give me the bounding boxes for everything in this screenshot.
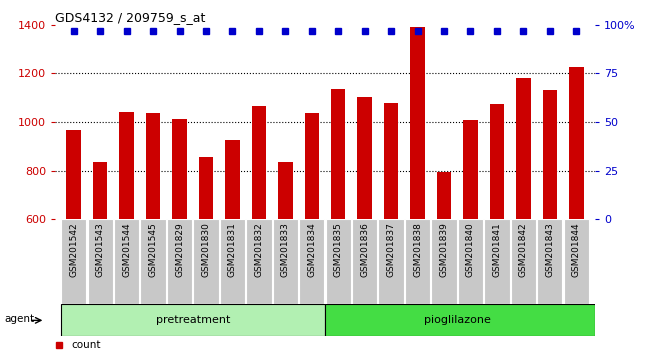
Text: GSM201842: GSM201842 <box>519 222 528 277</box>
Bar <box>516 78 530 219</box>
Bar <box>66 130 81 219</box>
Text: GDS4132 / 209759_s_at: GDS4132 / 209759_s_at <box>55 11 205 24</box>
Bar <box>511 219 536 304</box>
Bar <box>458 219 483 304</box>
Bar <box>167 219 192 304</box>
Bar <box>405 219 430 304</box>
Bar <box>278 162 292 219</box>
Bar <box>543 91 557 219</box>
Text: GSM201844: GSM201844 <box>572 222 580 277</box>
Text: pretreatment: pretreatment <box>155 315 230 325</box>
Text: count: count <box>72 339 101 350</box>
Bar <box>325 304 595 336</box>
Bar <box>114 219 139 304</box>
Bar <box>569 67 584 219</box>
Bar <box>225 139 240 219</box>
Bar <box>331 88 346 219</box>
Text: GSM201834: GSM201834 <box>307 222 317 277</box>
Bar <box>146 113 161 219</box>
Bar <box>304 113 319 219</box>
Bar <box>172 119 187 219</box>
Bar <box>252 105 266 219</box>
Text: GSM201829: GSM201829 <box>175 222 184 277</box>
Bar <box>272 219 298 304</box>
Bar <box>432 219 457 304</box>
Text: agent: agent <box>5 314 34 324</box>
Bar <box>437 172 451 219</box>
Bar <box>61 219 86 304</box>
Text: GSM201841: GSM201841 <box>493 222 501 277</box>
Bar <box>93 162 107 219</box>
Bar <box>378 219 404 304</box>
Text: pioglilazone: pioglilazone <box>424 315 491 325</box>
Bar <box>220 219 245 304</box>
Bar <box>199 158 213 219</box>
Bar <box>140 219 166 304</box>
Text: GSM201831: GSM201831 <box>228 222 237 277</box>
Bar <box>326 219 351 304</box>
Text: GSM201839: GSM201839 <box>439 222 448 277</box>
Text: GSM201840: GSM201840 <box>466 222 475 277</box>
Text: GSM201545: GSM201545 <box>149 222 157 277</box>
Text: GSM201843: GSM201843 <box>545 222 554 277</box>
Text: GSM201837: GSM201837 <box>387 222 396 277</box>
Text: GSM201838: GSM201838 <box>413 222 422 277</box>
Bar <box>564 219 589 304</box>
Bar <box>60 304 325 336</box>
Bar <box>246 219 272 304</box>
Bar <box>484 219 510 304</box>
Bar <box>352 219 378 304</box>
Bar <box>299 219 324 304</box>
Bar <box>193 219 218 304</box>
Bar <box>463 120 478 219</box>
Bar <box>358 97 372 219</box>
Bar <box>384 103 398 219</box>
Text: GSM201836: GSM201836 <box>360 222 369 277</box>
Text: GSM201543: GSM201543 <box>96 222 105 277</box>
Bar <box>120 112 134 219</box>
Bar <box>537 219 562 304</box>
Text: GSM201832: GSM201832 <box>254 222 263 277</box>
Text: GSM201835: GSM201835 <box>333 222 343 277</box>
Bar <box>489 104 504 219</box>
Text: GSM201544: GSM201544 <box>122 222 131 277</box>
Text: GSM201833: GSM201833 <box>281 222 290 277</box>
Text: GSM201542: GSM201542 <box>70 222 78 277</box>
Bar <box>410 27 425 219</box>
Text: GSM201830: GSM201830 <box>202 222 211 277</box>
Bar <box>88 219 113 304</box>
